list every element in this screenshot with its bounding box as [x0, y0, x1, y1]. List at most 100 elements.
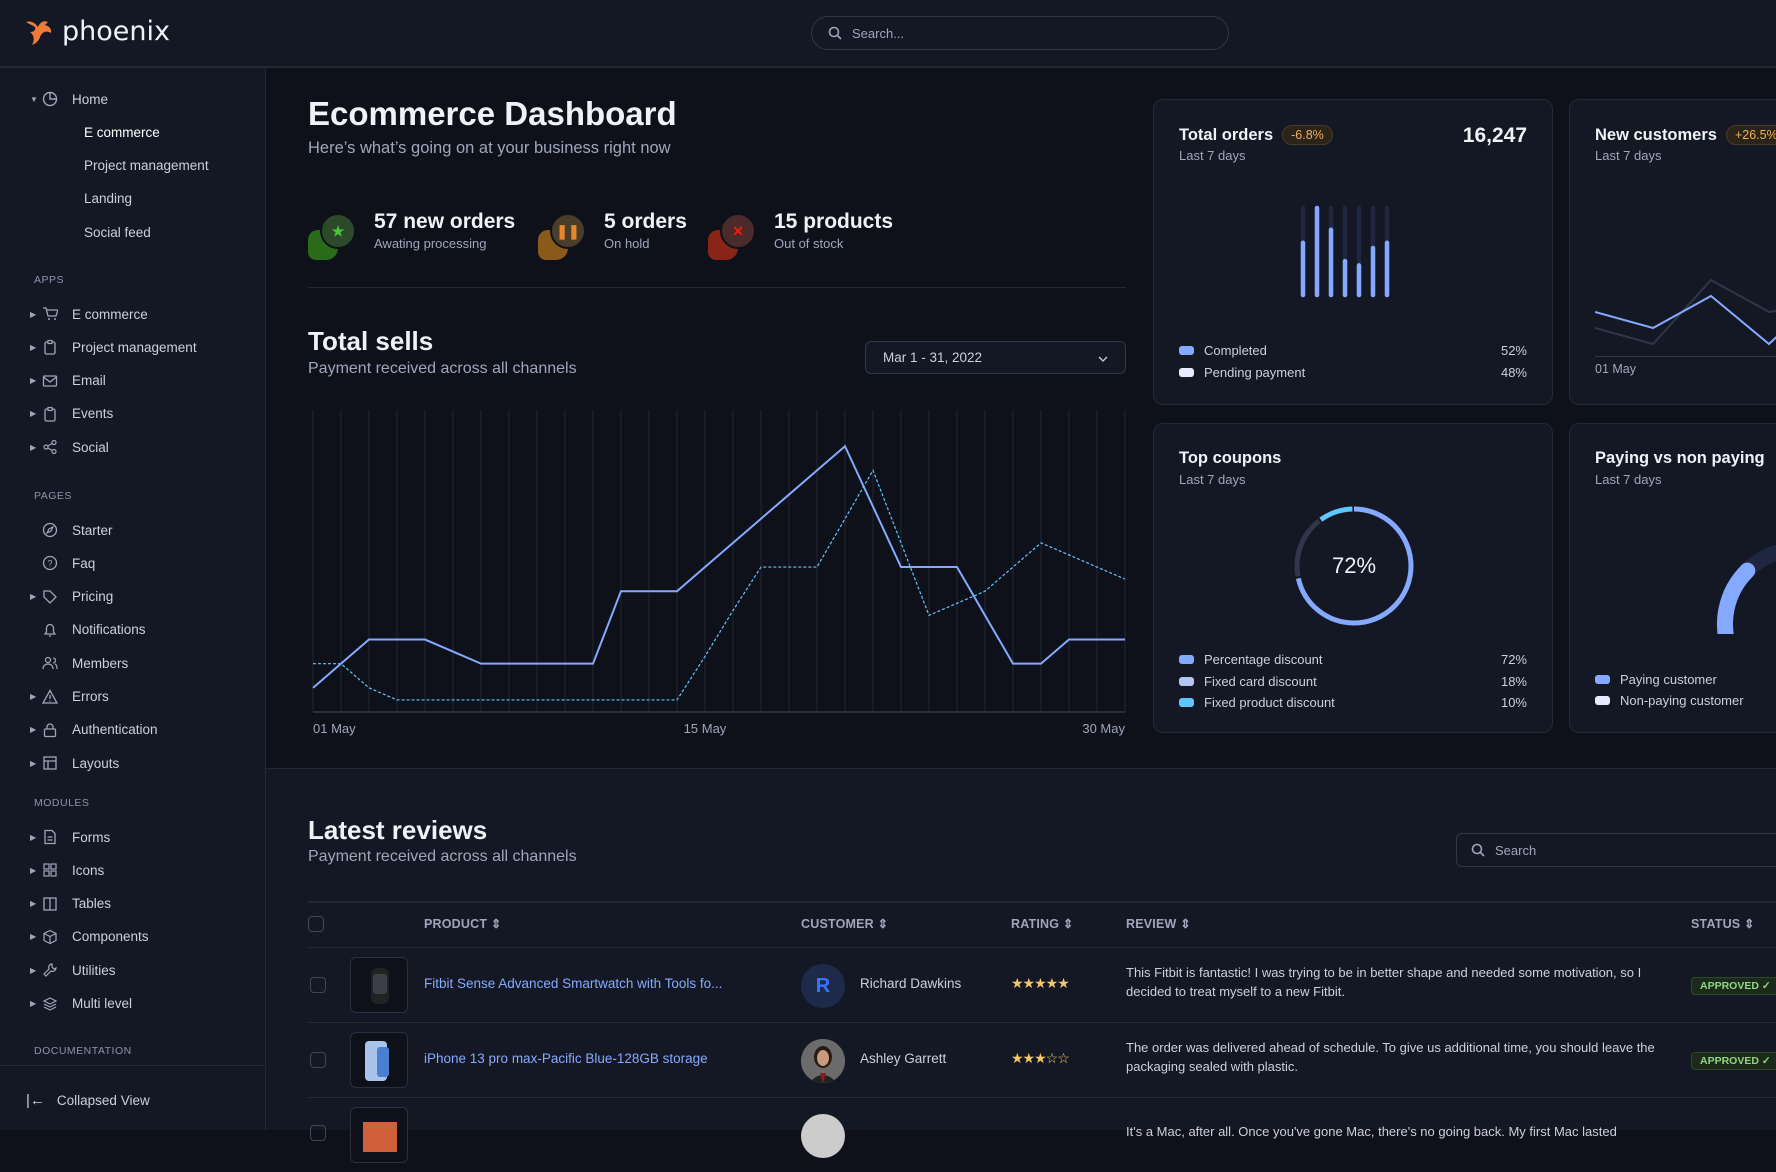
product-link[interactable]: Fitbit Sense Advanced Smartwatch with To… [424, 976, 723, 991]
sidebar-item-label: Starter [72, 522, 113, 538]
change-badge: +26.5% [1725, 125, 1776, 145]
sidebar-item-errors[interactable]: ▶ Errors [30, 685, 109, 709]
sidebar-item-forms[interactable]: ▶ Forms [30, 825, 110, 849]
total-sells-title: Total sells [308, 326, 434, 356]
sidebar-item-starter[interactable]: Starter [30, 518, 113, 542]
column-header-status[interactable]: STATUS ⇕ [1691, 916, 1755, 931]
caret-right-icon: ▶ [30, 409, 37, 419]
sidebar-item-label: Notifications [72, 622, 146, 638]
sidebar-item-home[interactable]: ▼ Home [30, 87, 108, 111]
stat-0: ★ 57 new orders Awating processing [308, 210, 515, 262]
header-label: CUSTOMER [801, 917, 874, 931]
row-checkbox[interactable] [310, 1052, 326, 1068]
column-header-customer[interactable]: CUSTOMER ⇕ [801, 916, 888, 931]
sidebar-item-label: Layouts [72, 755, 120, 771]
sidebar-item-label: E commerce [72, 306, 148, 322]
customer-name[interactable]: Richard Dawkins [860, 976, 962, 991]
date-range-select[interactable]: Mar 1 - 31, 2022 [865, 341, 1126, 374]
sidebar-item-e-commerce[interactable]: ▶ E commerce [30, 302, 148, 326]
sidebar-item-email[interactable]: ▶ Email [30, 369, 106, 393]
status-badge: APPROVED ✓ [1691, 977, 1776, 995]
total-orders-card: Total orders -6.8% Last 7 days 16,247 Com… [1153, 99, 1553, 405]
reviews-search-input[interactable]: Search [1456, 833, 1776, 867]
clipboard-icon [40, 338, 60, 356]
customer-name[interactable]: Ashley Garrett [860, 1051, 947, 1066]
sidebar-item-icons[interactable]: ▶ Icons [30, 858, 104, 882]
legend-non-paying: Non-paying customer [1595, 693, 1776, 708]
check-icon: ✓ [1761, 980, 1771, 992]
card-title: New customers [1595, 125, 1717, 144]
columns-icon [40, 895, 60, 913]
sidebar-item-social[interactable]: ▶ Social [30, 435, 109, 459]
divider [308, 287, 1126, 288]
sidebar-item-tables[interactable]: ▶ Tables [30, 892, 111, 916]
card-subtitle: Last 7 days [1595, 472, 1662, 487]
logo[interactable]: phoenix [24, 16, 170, 47]
sidebar-subitem-landing[interactable]: Landing [84, 191, 133, 206]
stat-1: ❚❚ 5 orders On hold [538, 210, 687, 262]
lock-icon [40, 721, 60, 739]
sidebar-subitem-social-feed[interactable]: Social feed [84, 225, 151, 240]
sidebar-item-multi-level[interactable]: ▶ Multi level [30, 992, 132, 1016]
sidebar-item-label: Project management [72, 339, 197, 355]
sidebar-item-label: Faq [72, 555, 96, 571]
sidebar-section-documentation: DOCUMENTATION [34, 1045, 132, 1057]
caret-right-icon: ▶ [30, 999, 37, 1008]
sidebar-item-members[interactable]: Members [30, 651, 128, 675]
page-subtitle: Here’s what’s going on at your business … [308, 139, 671, 157]
donut-slice [1294, 506, 1414, 626]
sidebar-item-notifications[interactable]: Notifications [30, 618, 146, 642]
caret-right-icon: ▶ [30, 342, 37, 352]
axis-line [1595, 356, 1776, 357]
legend-item: Fixed product discount 10% [1179, 695, 1527, 710]
card-subtitle: Last 7 days [1179, 472, 1246, 487]
sidebar-item-label: Tables [72, 896, 112, 912]
sort-icon: ⇕ [1062, 917, 1074, 931]
sidebar-item-project-management[interactable]: ▶ Project management [30, 335, 197, 359]
sidebar-item-utilities[interactable]: ▶ Utilities [30, 958, 116, 982]
legend-paying: Paying customer [1595, 672, 1776, 687]
avatar: R [801, 964, 845, 1008]
legend-pending: Pending payment 48% [1179, 365, 1527, 380]
collapse-view-button[interactable]: |← Collapsed View [26, 1088, 150, 1112]
stat-subtitle: Awating processing [374, 236, 487, 251]
legend-item: Fixed card discount 18% [1179, 674, 1527, 689]
x-tick-label: 01 May [1595, 362, 1636, 376]
legend-label: Completed [1204, 343, 1267, 358]
status-label: APPROVED [1700, 1055, 1759, 1067]
legend-completed: Completed 52% [1179, 343, 1527, 358]
svg-text:?: ? [47, 559, 52, 569]
sidebar-item-faq[interactable]: ? Faq [30, 551, 95, 575]
x-icon: ✕ [708, 210, 760, 262]
column-header-rating[interactable]: RATING ⇕ [1011, 916, 1074, 931]
sidebar-item-layouts[interactable]: ▶ Layouts [30, 751, 119, 775]
sidebar-item-events[interactable]: ▶ Events [30, 402, 113, 426]
row-checkbox[interactable] [310, 977, 326, 993]
table-top-border [308, 901, 1776, 903]
header-label: STATUS [1691, 917, 1741, 931]
sidebar-subitem-project-management[interactable]: Project management [84, 158, 209, 173]
caret-right-icon: ▶ [30, 932, 37, 942]
column-header-product[interactable]: PRODUCT ⇕ [424, 916, 502, 931]
table-row: It's a Mac, after all. Once you've gone … [308, 1097, 1776, 1172]
global-search-input[interactable]: Search... [811, 16, 1229, 50]
sidebar-item-components[interactable]: ▶ Components [30, 925, 149, 949]
collapse-label: Collapsed View [56, 1092, 150, 1108]
product-link[interactable]: iPhone 13 pro max-Pacific Blue-128GB sto… [424, 1051, 708, 1066]
gauge-non-paying [1741, 544, 1776, 577]
sidebar-subitem-ecommerce[interactable]: E commerce [84, 125, 160, 140]
column-header-review[interactable]: REVIEW ⇕ [1126, 916, 1191, 931]
reviews-title: Latest reviews [308, 815, 488, 845]
caret-right-icon: ▶ [30, 692, 37, 701]
select-all-checkbox[interactable] [308, 916, 324, 932]
row-checkbox[interactable] [310, 1125, 326, 1141]
search-icon [828, 26, 842, 40]
search-placeholder: Search [1495, 842, 1537, 858]
sidebar-section-modules: MODULES [34, 797, 90, 809]
card-subtitle: Last 7 days [1595, 148, 1662, 163]
search-icon [1471, 843, 1485, 857]
legend-swatch [1179, 676, 1194, 686]
caret-down-icon: ▼ [30, 94, 38, 104]
sidebar-item-authentication[interactable]: ▶ Authentication [30, 718, 158, 742]
sidebar-item-pricing[interactable]: ▶ Pricing [30, 585, 113, 609]
